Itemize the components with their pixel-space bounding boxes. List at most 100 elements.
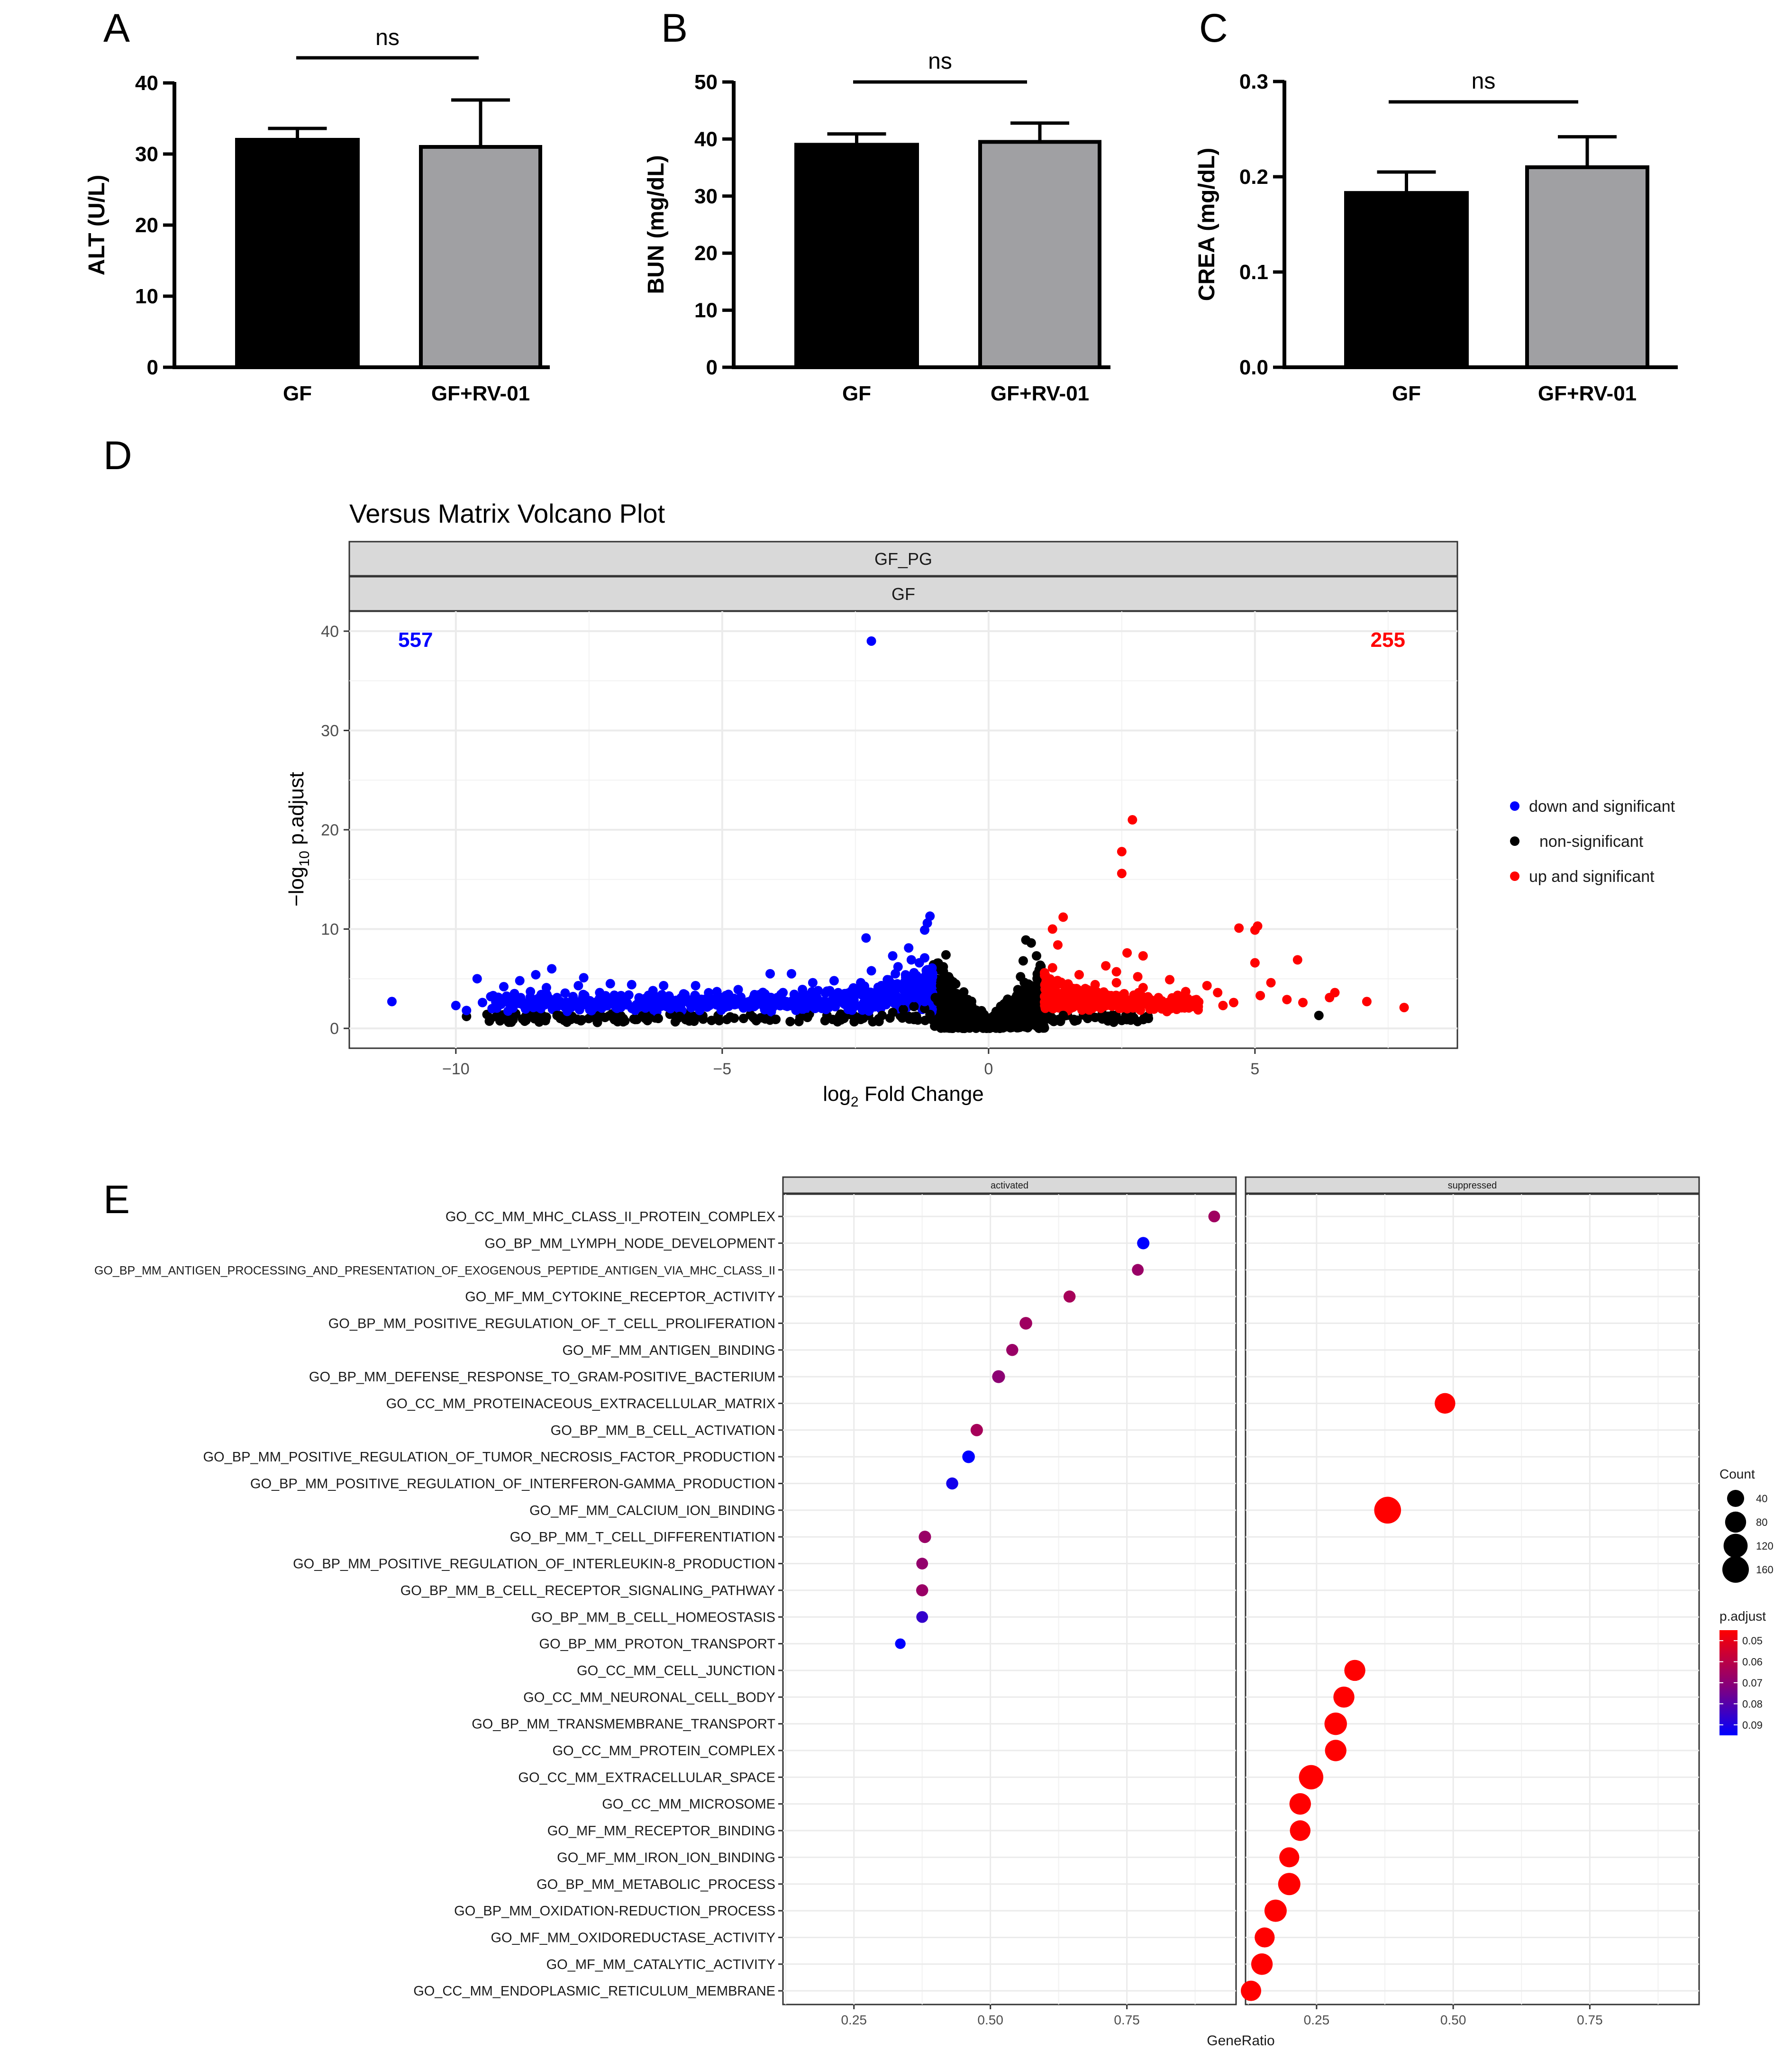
dot xyxy=(1299,1765,1324,1790)
volcano-plot: Versus Matrix Volcano Plot GF_PG GF −10 −5 0 5… xyxy=(285,499,1675,1110)
point-up xyxy=(1250,958,1260,968)
point-nonsig xyxy=(674,1011,684,1021)
point-up xyxy=(1292,955,1302,965)
point-down xyxy=(712,987,722,997)
y-tick-label: GO_CC_MM_PROTEIN_COMPLEX xyxy=(552,1743,775,1759)
dot xyxy=(1132,1264,1144,1276)
dot xyxy=(1374,1497,1401,1524)
point-down xyxy=(845,998,855,1008)
dot xyxy=(1333,1687,1355,1708)
point-nonsig xyxy=(559,1016,569,1025)
point-down xyxy=(786,969,796,979)
y-tick-label: 0 xyxy=(706,356,718,379)
point-up xyxy=(1080,988,1090,998)
point-down xyxy=(595,988,605,998)
y-tick-label: GO_CC_MM_MICROSOME xyxy=(602,1797,775,1812)
bar xyxy=(1525,165,1649,369)
point-down xyxy=(808,978,818,988)
y-tick-label: 40 xyxy=(694,127,718,151)
point-down xyxy=(691,980,700,990)
y-axis-label: ALT (U/L) xyxy=(84,175,109,275)
point-nonsig xyxy=(531,1014,541,1024)
significance-label: ns xyxy=(1472,69,1496,94)
down-count-label: 557 xyxy=(398,628,433,652)
point-up xyxy=(1228,998,1238,1007)
point-up xyxy=(1042,976,1052,986)
x-tick-label: GF xyxy=(1392,382,1421,405)
dot xyxy=(1290,1820,1311,1841)
y-tick-label: GO_CC_MM_NEURONAL_CELL_BODY xyxy=(523,1690,775,1705)
point-nonsig xyxy=(707,1016,717,1025)
x-tick-label: GF+RV-01 xyxy=(431,382,530,405)
y-tick-label: GO_BP_MM_METABOLIC_PROCESS xyxy=(537,1877,775,1892)
point-down xyxy=(509,989,519,998)
up-count-label: 255 xyxy=(1371,628,1405,652)
point-up xyxy=(1165,975,1175,985)
point-down xyxy=(872,990,882,1000)
point-up xyxy=(1117,869,1127,879)
point-down xyxy=(579,973,589,983)
x-tick-label: 0 xyxy=(984,1060,993,1078)
facet-strip-label: GF xyxy=(891,584,915,604)
bar xyxy=(419,145,542,369)
dot xyxy=(1241,1980,1262,2001)
point-up xyxy=(1095,995,1105,1005)
dot xyxy=(919,1531,931,1543)
point-nonsig xyxy=(925,1009,935,1019)
point-up xyxy=(1042,997,1052,1007)
point-up xyxy=(1181,987,1191,997)
bar xyxy=(978,140,1101,369)
point-down xyxy=(616,990,626,1000)
point-up xyxy=(1128,815,1137,825)
dot xyxy=(946,1477,958,1490)
dot xyxy=(916,1611,928,1623)
legend-size-key xyxy=(1722,1556,1749,1583)
point-up xyxy=(1039,968,1049,978)
point-up xyxy=(1325,993,1335,1003)
point-up xyxy=(1192,995,1201,1005)
dot xyxy=(1264,1899,1287,1922)
point-down xyxy=(664,1003,674,1013)
y-tick-label: GO_BP_MM_B_CELL_RECEPTOR_SIGNALING_PATHW… xyxy=(400,1583,775,1598)
dot xyxy=(1289,1793,1311,1815)
point-nonsig xyxy=(1036,1012,1046,1022)
point-down xyxy=(904,978,914,988)
legend-key xyxy=(1510,836,1519,846)
facet-strip xyxy=(348,576,1458,612)
point-down xyxy=(866,636,876,646)
facet-strip xyxy=(782,1176,1237,1194)
dot xyxy=(1063,1290,1076,1303)
point-up xyxy=(1090,980,1100,989)
plot-panel xyxy=(1245,1193,1700,2005)
dot xyxy=(1137,1237,1150,1250)
legend-label: up and significant xyxy=(1529,868,1655,886)
point-down xyxy=(840,989,850,998)
panel-letter-e: E xyxy=(103,1177,130,1222)
x-tick-label: GF+RV-01 xyxy=(991,382,1089,405)
x-tick-label: GF+RV-01 xyxy=(1538,382,1637,405)
dot xyxy=(962,1450,975,1463)
point-nonsig xyxy=(1026,938,1036,948)
bar-chart-crea: GF GF+RV-01 0.0 0.1 0.2 0.3 CREA (mg/dL) ns xyxy=(1194,69,1678,405)
point-nonsig xyxy=(653,1014,663,1024)
y-tick-label: 30 xyxy=(321,722,339,740)
dot xyxy=(1344,1660,1365,1681)
point-up xyxy=(1111,978,1121,988)
point-down xyxy=(749,1001,759,1011)
point-down xyxy=(541,983,551,993)
dot xyxy=(895,1638,906,1649)
point-down xyxy=(912,971,922,981)
point-up xyxy=(1074,970,1084,980)
point-down xyxy=(765,969,775,979)
point-down xyxy=(728,998,738,1007)
point-nonsig xyxy=(600,1013,610,1023)
point-nonsig xyxy=(952,1016,962,1026)
point-down xyxy=(877,999,887,1009)
legend-title: Count xyxy=(1719,1467,1755,1481)
bar xyxy=(235,138,360,369)
dot xyxy=(992,1370,1005,1383)
y-tick-label: GO_BP_MM_POSITIVE_REGULATION_OF_TUMOR_NE… xyxy=(203,1450,776,1465)
point-up xyxy=(1064,998,1073,1007)
point-nonsig xyxy=(755,1013,765,1023)
